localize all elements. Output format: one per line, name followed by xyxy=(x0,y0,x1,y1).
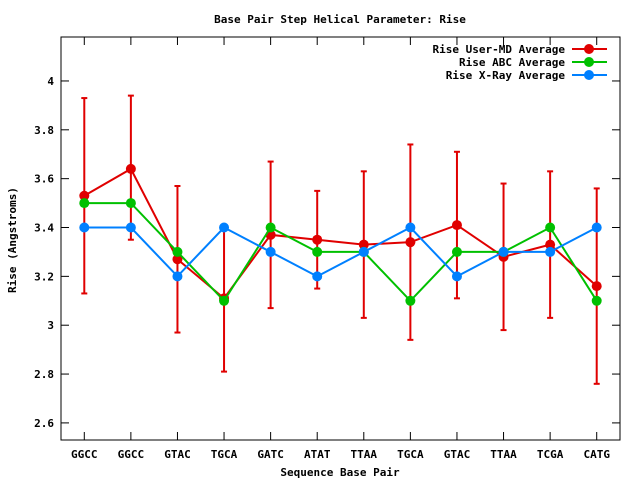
data-point xyxy=(545,222,556,233)
data-point xyxy=(405,222,416,233)
x-axis-label: Sequence Base Pair xyxy=(280,466,400,479)
legend-label: Rise User-MD Average xyxy=(433,43,566,56)
y-axis-label: Rise (Angstroms) xyxy=(6,187,19,293)
plot-frame xyxy=(60,36,621,441)
y-tick-label: 4 xyxy=(47,75,54,88)
data-point xyxy=(172,254,183,265)
legend-marker xyxy=(584,70,594,80)
series-layer xyxy=(79,94,602,385)
x-tick-label: ATAT xyxy=(304,448,331,461)
data-point xyxy=(312,246,323,257)
data-point xyxy=(358,246,369,257)
x-tick-label: TTAA xyxy=(490,448,517,461)
data-point xyxy=(172,271,183,282)
y-tick-label: 3 xyxy=(47,319,54,332)
data-point xyxy=(405,237,416,248)
data-point xyxy=(312,234,323,245)
data-point xyxy=(125,163,136,174)
data-point xyxy=(125,198,136,209)
x-tick-label: GTAC xyxy=(164,448,191,461)
legend-label: Rise ABC Average xyxy=(459,56,565,69)
y-tick-label: 3.2 xyxy=(34,270,54,283)
data-point xyxy=(591,222,602,233)
x-tick-label: TTAA xyxy=(351,448,378,461)
data-point xyxy=(79,198,90,209)
y-tick-label: 3.8 xyxy=(34,124,54,137)
y-tick-label: 3.6 xyxy=(34,173,54,186)
axis-ticks: 2.6 2.8 3 3.2 3.4 3.6 3.8 4 GGCC GGCC GTAC TGCA GATC… xyxy=(34,37,620,461)
x-tick-label: GTAC xyxy=(444,448,471,461)
data-point xyxy=(545,246,556,257)
x-tick-label: GATC xyxy=(257,448,284,461)
data-point xyxy=(219,295,230,306)
y-tick-label: 3.4 xyxy=(34,222,54,235)
x-tick-label: GGCC xyxy=(71,448,98,461)
data-point xyxy=(125,222,136,233)
x-tick-label: GGCC xyxy=(118,448,145,461)
data-point xyxy=(79,190,90,201)
series-0 xyxy=(79,94,602,385)
chart-title: Base Pair Step Helical Parameter: Rise xyxy=(214,13,466,26)
x-tick-label: TGCA xyxy=(211,448,238,461)
data-point xyxy=(265,246,276,257)
data-point xyxy=(405,295,416,306)
series-line xyxy=(84,226,598,278)
data-point xyxy=(265,222,276,233)
y-tick-label: 2.6 xyxy=(34,417,54,430)
data-point xyxy=(591,281,602,292)
x-tick-label: CATG xyxy=(583,448,610,461)
data-point xyxy=(545,239,556,250)
series-2 xyxy=(79,222,602,282)
legend-marker xyxy=(584,44,594,54)
data-point xyxy=(79,222,90,233)
data-point xyxy=(312,271,323,282)
data-point xyxy=(219,222,230,233)
x-tick-label: TCGA xyxy=(537,448,564,461)
data-point xyxy=(591,295,602,306)
data-point xyxy=(358,239,369,250)
data-point xyxy=(451,220,462,231)
data-point xyxy=(451,271,462,282)
y-tick-label: 2.8 xyxy=(34,368,54,381)
legend-label: Rise X-Ray Average xyxy=(446,69,566,82)
data-point xyxy=(172,246,183,257)
x-tick-label: TGCA xyxy=(397,448,424,461)
legend-marker xyxy=(584,57,594,67)
data-point xyxy=(451,246,462,257)
data-point xyxy=(498,246,509,257)
series-line xyxy=(84,202,598,303)
